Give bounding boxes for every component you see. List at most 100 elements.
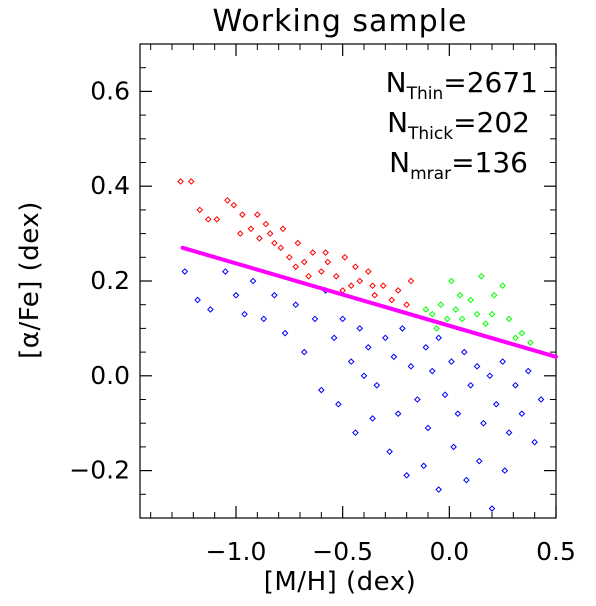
data-point-2-29 [448, 358, 455, 365]
data-point-0-20 [341, 253, 349, 261]
data-point-0-4 [213, 216, 221, 223]
data-point-0-0 [177, 178, 184, 185]
data-point-0-17 [318, 268, 325, 275]
data-point-2-7 [260, 315, 268, 323]
data-point-0-35 [305, 272, 312, 280]
data-point-1-13 [518, 329, 526, 337]
data-point-2-45 [369, 415, 376, 422]
data-point-2-48 [420, 462, 428, 470]
trend-line [180, 245, 558, 359]
data-point-2-19 [373, 381, 381, 389]
data-point-2-2 [207, 306, 214, 313]
x-axis-label: [M/H] (dex) [264, 567, 417, 597]
data-point-2-47 [403, 472, 410, 479]
data-point-2-53 [488, 505, 496, 512]
data-point-2-51 [463, 476, 470, 484]
data-point-1-9 [490, 291, 498, 299]
data-point-0-7 [239, 211, 246, 218]
x-tick-label-0: −1.0 [206, 537, 267, 566]
data-point-0-14 [294, 239, 302, 247]
data-point-0-22 [356, 277, 364, 285]
data-point-1-2 [437, 301, 445, 309]
data-point-2-10 [292, 301, 300, 309]
data-point-2-11 [300, 348, 308, 356]
data-point-0-9 [256, 235, 263, 242]
data-point-0-33 [279, 225, 287, 233]
data-point-0-15 [300, 258, 308, 266]
data-point-0-16 [309, 249, 317, 256]
data-point-2-32 [467, 381, 474, 389]
data-point-2-21 [390, 353, 398, 361]
data-point-0-38 [352, 263, 359, 271]
data-point-0-23 [364, 268, 372, 275]
data-point-2-26 [428, 367, 436, 375]
data-point-1-10 [499, 282, 506, 290]
data-point-2-4 [232, 291, 240, 299]
data-point-2-23 [407, 363, 415, 370]
data-point-2-59 [424, 424, 432, 432]
data-point-0-2 [196, 206, 204, 214]
data-point-2-39 [512, 381, 519, 389]
data-point-2-36 [492, 400, 500, 408]
data-point-0-1 [187, 178, 195, 185]
data-point-0-29 [407, 277, 415, 285]
data-point-1-5 [458, 315, 466, 323]
data-point-2-49 [435, 486, 442, 493]
data-point-1-7 [473, 310, 481, 318]
axis-ticks [140, 43, 557, 519]
data-point-2-18 [364, 344, 372, 351]
y-tick-label-4: 0.6 [90, 76, 130, 105]
data-point-0-28 [403, 301, 410, 309]
data-point-2-3 [222, 268, 229, 275]
data-point-2-17 [356, 325, 364, 332]
data-point-1-18 [433, 325, 440, 332]
data-point-2-46 [386, 448, 393, 455]
legend-item-0: NThin=2671 [386, 66, 538, 104]
data-point-0-36 [322, 249, 329, 256]
data-point-2-9 [281, 329, 289, 337]
data-point-2-37 [499, 358, 506, 365]
data-point-2-56 [335, 400, 342, 408]
data-point-2-0 [181, 268, 189, 275]
data-point-1-17 [478, 272, 485, 280]
y-tick-label-2: 0.2 [90, 266, 130, 295]
data-point-0-5 [224, 197, 231, 204]
data-point-2-41 [524, 367, 532, 375]
data-point-2-43 [537, 396, 545, 403]
y-tick-label-1: 0.0 [90, 361, 130, 390]
data-point-0-3 [204, 216, 212, 223]
data-point-0-26 [388, 296, 396, 304]
data-point-2-12 [311, 315, 319, 323]
tick-labels: −1.0 −0.5 0.0 0.5 −0.2 0.0 0.2 0.4 0.6 [69, 76, 576, 566]
data-point-0-34 [292, 263, 300, 271]
data-point-2-15 [339, 315, 346, 323]
data-point-2-5 [241, 310, 248, 318]
data-point-0-24 [371, 291, 378, 299]
data-point-2-1 [194, 296, 201, 304]
data-point-2-6 [249, 277, 257, 285]
chart-title: Working sample [213, 4, 468, 39]
data-point-2-25 [422, 344, 430, 351]
data-point-2-38 [505, 429, 513, 436]
data-point-2-40 [518, 410, 526, 418]
legend-item-2: Nmrar=136 [389, 146, 528, 184]
data-marks [177, 178, 558, 512]
data-point-2-57 [360, 372, 368, 380]
data-point-2-14 [330, 334, 338, 342]
data-point-0-30 [236, 230, 244, 237]
data-point-1-8 [482, 320, 489, 327]
data-point-2-16 [347, 358, 355, 365]
data-point-2-42 [531, 438, 538, 446]
data-point-1-19 [488, 310, 496, 318]
data-point-0-19 [332, 272, 340, 280]
data-point-2-8 [271, 291, 278, 299]
x-tick-label-2: 0.0 [429, 537, 469, 566]
data-point-1-4 [452, 306, 460, 313]
y-axis-label: [α/Fe] (dex) [15, 201, 45, 359]
data-point-0-6 [230, 201, 238, 209]
data-point-2-30 [454, 410, 462, 418]
data-point-2-28 [441, 391, 449, 399]
data-point-2-52 [475, 457, 483, 465]
data-point-0-27 [394, 287, 402, 294]
